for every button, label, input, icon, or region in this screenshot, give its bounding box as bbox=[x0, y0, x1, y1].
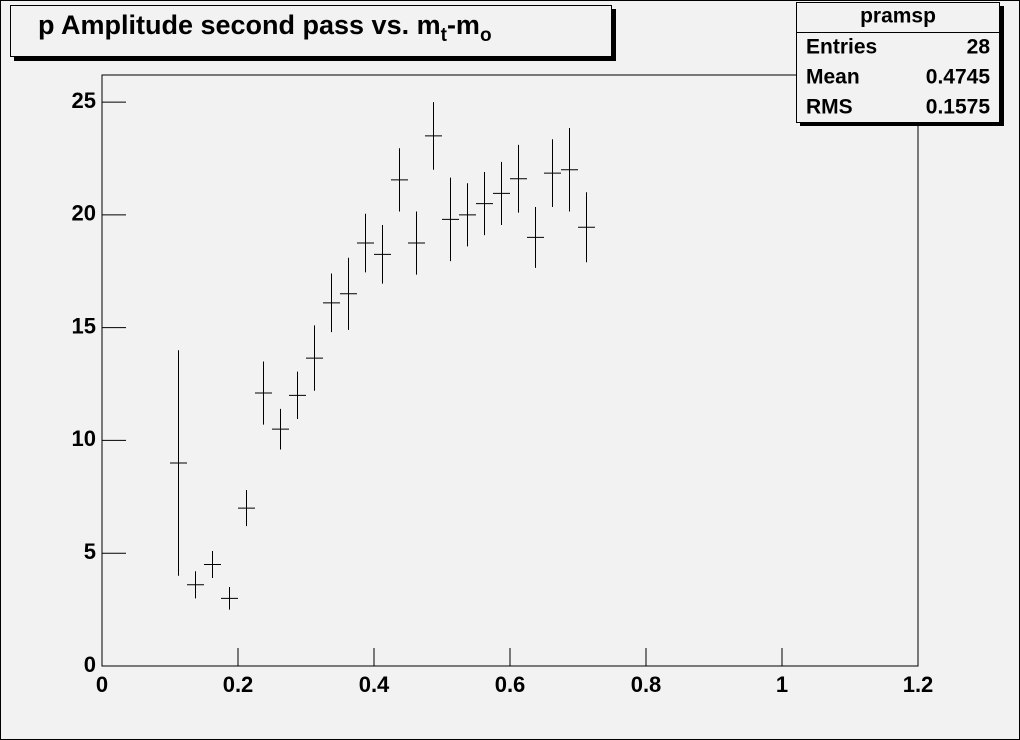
y-tick-label: 25 bbox=[72, 88, 96, 113]
data-point bbox=[442, 177, 459, 262]
frame bbox=[101, 74, 919, 667]
data-point bbox=[323, 273, 340, 333]
data-point bbox=[357, 213, 374, 273]
data-point bbox=[527, 206, 544, 268]
x-tick-label: 0.6 bbox=[495, 672, 526, 697]
data-point bbox=[561, 128, 578, 212]
x-tick-label: 0 bbox=[96, 672, 108, 697]
chart-title: p Amplitude second pass vs. mt-mo bbox=[38, 10, 492, 46]
title-sub: t bbox=[441, 25, 448, 46]
title-text: -m bbox=[447, 10, 480, 40]
data-point bbox=[510, 144, 527, 213]
stats-rows: Entries 28 Mean 0.4745 RMS 0.1575 bbox=[806, 36, 990, 119]
x-tick-label: 1.2 bbox=[903, 672, 934, 697]
data-point bbox=[204, 550, 221, 579]
stats-value: 0.1575 bbox=[926, 96, 991, 119]
y-tick-label: 0 bbox=[84, 652, 96, 677]
data-point bbox=[255, 361, 272, 425]
title-text: p Amplitude second pass vs. m bbox=[38, 10, 441, 40]
data-point bbox=[578, 192, 595, 263]
title-sub: o bbox=[480, 25, 492, 46]
stats-label: Mean bbox=[806, 66, 860, 89]
data-point bbox=[340, 257, 357, 330]
stats-value: 28 bbox=[967, 36, 991, 59]
stats-label: RMS bbox=[806, 96, 853, 119]
data-point bbox=[187, 571, 204, 599]
x-tick-label: 1 bbox=[776, 672, 788, 697]
data-point bbox=[408, 211, 425, 275]
data-point bbox=[170, 350, 187, 576]
title-box bbox=[10, 5, 612, 57]
x-tick-label: 0.4 bbox=[359, 672, 390, 697]
data-point bbox=[374, 225, 391, 284]
data-point bbox=[289, 371, 306, 419]
data-point bbox=[221, 587, 238, 610]
data-point bbox=[238, 490, 255, 527]
stats-value: 0.4745 bbox=[926, 66, 991, 89]
data-point bbox=[459, 183, 476, 247]
y-tick-label: 20 bbox=[72, 201, 96, 226]
data-point bbox=[493, 161, 510, 226]
stats-label: Entries bbox=[806, 36, 877, 59]
x-tick-label: 0.2 bbox=[223, 672, 254, 697]
x-tick-label: 0.8 bbox=[631, 672, 662, 697]
y-tick-label: 5 bbox=[84, 539, 96, 564]
y-tick-label: 15 bbox=[72, 313, 96, 338]
y-tick-label: 10 bbox=[72, 426, 96, 451]
data-point bbox=[476, 171, 493, 236]
data-point bbox=[306, 325, 323, 391]
data-point bbox=[272, 408, 289, 450]
data-point bbox=[425, 102, 442, 170]
stats-box bbox=[796, 2, 1000, 123]
stats-title: pramsp bbox=[860, 5, 936, 28]
data-point bbox=[544, 139, 561, 207]
data-point bbox=[391, 148, 408, 212]
